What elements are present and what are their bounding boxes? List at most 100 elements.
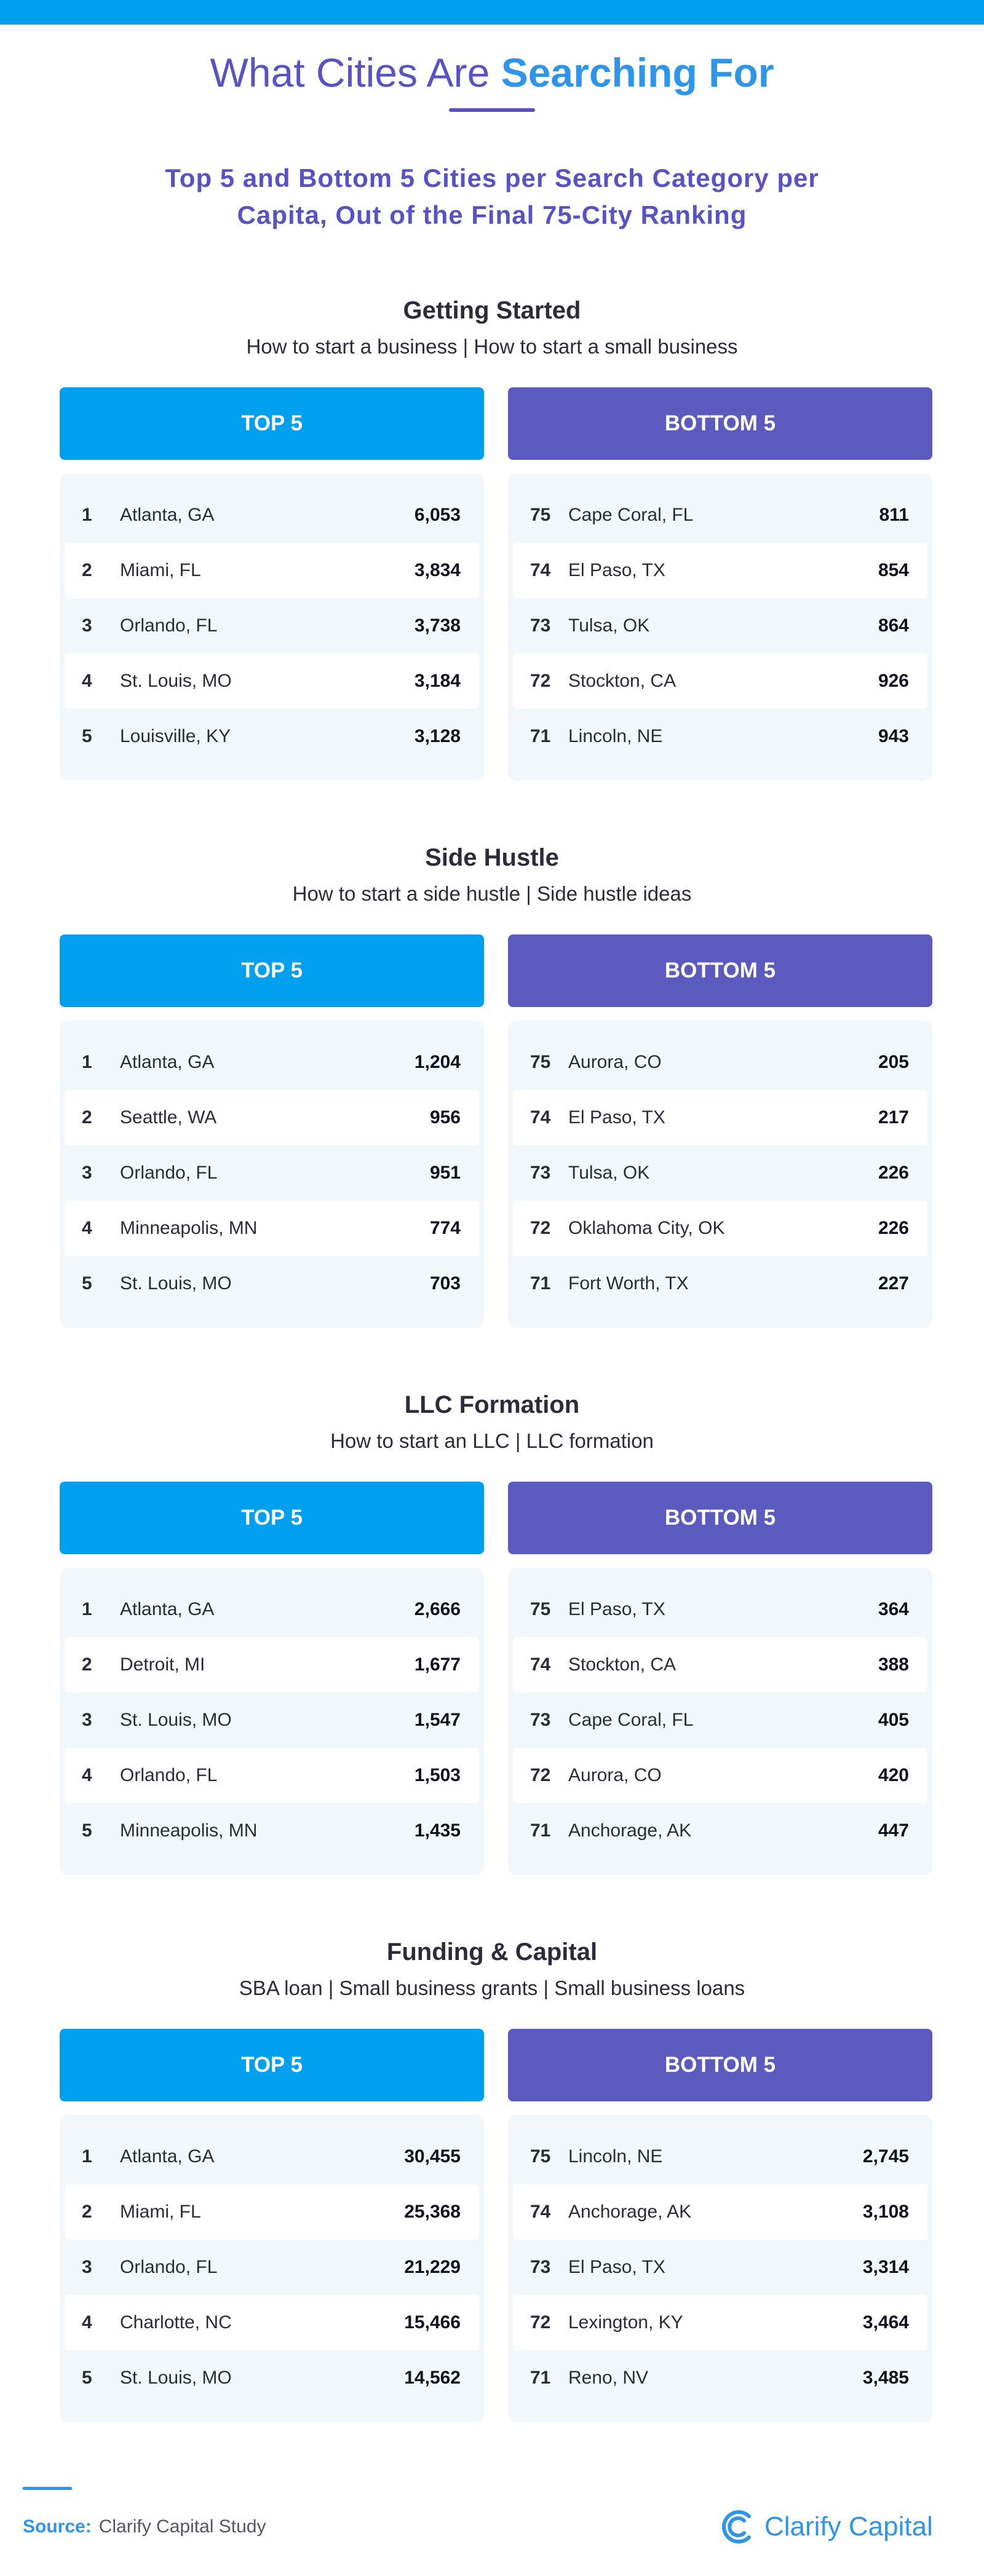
section-description: SBA loan | Small business grants | Small… [239,1977,745,1999]
search-value: 1,503 [414,1765,461,1785]
search-value: 951 [429,1163,461,1183]
rank: 5 [82,1273,92,1294]
search-value: 227 [878,1273,909,1294]
city-name: Stockton, CA [568,671,676,691]
city-name: Atlanta, GA [120,1052,215,1072]
search-value: 2,666 [414,1599,461,1619]
ranking-row: 75 Lincoln, NE 2,745 [513,2129,927,2184]
rank: 3 [82,1163,92,1183]
search-value: 3,485 [862,2368,909,2388]
city-name: Aurora, CO [568,1052,662,1072]
search-value: 3,314 [862,2257,909,2277]
city-name: Aurora, CO [568,1765,662,1785]
city-name: Charlotte, NC [120,2312,232,2333]
rank: 75 [530,2146,551,2167]
ranking-row: 2 Miami, FL 25,368 [65,2184,479,2240]
top-5-list: 1 Atlanta, GA 30,455 2 Miami, FL 25,368 3 Orlan… [60,2115,484,2422]
city-name: Stockton, CA [568,1654,676,1675]
city-name: El Paso, TX [568,1599,665,1619]
ranking-row: 74 Stockton, CA 388 [513,1637,927,1693]
city-name: Orlando, FL [120,2257,218,2277]
rank: 71 [530,726,551,746]
rank: 5 [82,1820,92,1841]
bottom-5-header: BOTTOM 5 [508,387,932,460]
rank: 71 [530,1820,551,1841]
top-5-list: 1 Atlanta, GA 6,053 2 Miami, FL 3,834 3 Orlando… [60,473,484,781]
search-value: 2,745 [862,2146,909,2167]
bottom-5-header: BOTTOM 5 [508,1482,932,1554]
city-name: Atlanta, GA [120,1599,215,1619]
rank: 4 [82,2312,92,2333]
section-description: How to start a side hustle | Side hustle… [292,882,692,905]
search-value: 3,738 [414,615,461,636]
city-name: St. Louis, MO [120,671,232,691]
city-name: St. Louis, MO [120,1273,232,1294]
search-value: 25,368 [404,2202,461,2222]
ranking-row: 1 Atlanta, GA 30,455 [65,2129,479,2184]
search-value: 30,455 [404,2146,461,2167]
ranking-row: 73 Cape Coral, FL 405 [513,1693,927,1748]
ranking-row: 1 Atlanta, GA 1,204 [65,1035,479,1090]
city-name: Seattle, WA [120,1107,217,1128]
search-value: 956 [429,1107,461,1128]
city-name: Detroit, MI [120,1654,205,1675]
top-5-list: 1 Atlanta, GA 1,204 2 Seattle, WA 956 3 Orlando… [60,1021,484,1328]
search-value: 420 [878,1765,909,1785]
city-name: El Paso, TX [568,1107,665,1128]
source-note: Source: Clarify Capital Study [23,2515,266,2539]
section-2: LLC Formation How to start an LLC | LLC f… [0,1389,984,1894]
bottom-5-list: 75 Aurora, CO 205 74 El Paso, TX 217 73 Tulsa, … [508,1021,932,1328]
top-5-header: TOP 5 [60,1482,484,1554]
search-value: 3,184 [414,671,461,691]
search-value: 3,834 [414,560,461,580]
ranking-row: 4 St. Louis, MO 3,184 [65,654,479,709]
ranking-row: 5 Louisville, KY 3,128 [65,709,479,764]
top-5-list: 1 Atlanta, GA 2,666 2 Detroit, MI 1,677 3 St. L… [60,1568,484,1875]
rank: 4 [82,1218,92,1238]
city-name: Orlando, FL [120,1765,218,1785]
rank: 1 [82,505,92,525]
ranking-row: 71 Lincoln, NE 943 [513,709,927,764]
rank: 1 [82,1599,92,1619]
city-name: Orlando, FL [120,1163,218,1183]
search-value: 3,128 [414,726,461,746]
ranking-row: 4 Charlotte, NC 15,466 [65,2295,479,2350]
rank: 74 [530,1654,551,1675]
page-title-highlight: Searching For [501,50,774,95]
ranking-row: 3 Orlando, FL 21,229 [65,2240,479,2295]
ranking-row: 1 Atlanta, GA 2,666 [65,1582,479,1637]
city-name: Cape Coral, FL [568,505,694,525]
search-value: 447 [878,1820,909,1841]
search-value: 943 [878,726,909,746]
ranking-row: 71 Reno, NV 3,485 [513,2350,927,2406]
ranking-row: 74 El Paso, TX 217 [513,1090,927,1145]
rank: 2 [82,2202,92,2222]
city-name: Miami, FL [120,2202,201,2222]
search-value: 774 [429,1218,461,1238]
rank: 73 [530,1163,551,1183]
rank: 3 [82,1710,92,1730]
page-title: What Cities Are Searching For [0,48,984,97]
section-3: Funding & Capital SBA loan | Small busine… [0,1937,984,2441]
search-value: 811 [879,505,909,525]
rank: 3 [82,2257,92,2277]
section-title: Getting Started [403,297,581,324]
search-value: 854 [878,560,909,580]
search-value: 217 [878,1107,909,1128]
ranking-row: 74 Anchorage, AK 3,108 [513,2184,927,2240]
rank: 3 [82,615,92,636]
city-name: St. Louis, MO [120,2368,232,2388]
city-name: Oklahoma City, OK [568,1218,725,1238]
city-name: Orlando, FL [120,615,218,636]
city-name: El Paso, TX [568,560,665,580]
city-name: Minneapolis, MN [120,1820,258,1841]
ranking-row: 3 St. Louis, MO 1,547 [65,1693,479,1748]
search-value: 21,229 [404,2257,461,2277]
city-name: Miami, FL [120,560,201,580]
city-name: Tulsa, OK [568,615,650,636]
section-title: Side Hustle [425,844,559,871]
rank: 74 [530,1107,551,1128]
city-name: Anchorage, AK [568,2202,692,2222]
section-title: Funding & Capital [386,1938,598,1966]
page-title-main: What Cities Are [210,50,490,95]
